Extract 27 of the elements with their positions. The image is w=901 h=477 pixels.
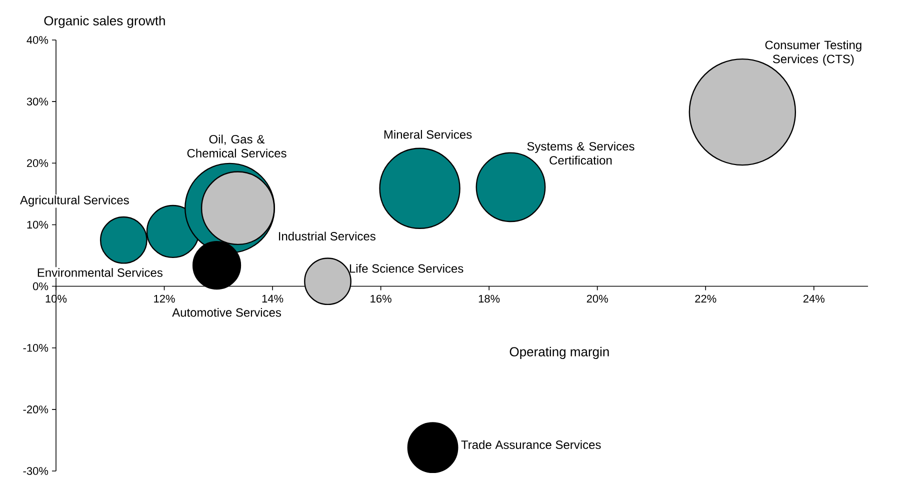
series-label: Consumer Testing Services (CTS) [765,40,862,66]
y-tick-label: 40% [26,36,48,44]
x-tick-label: 16% [370,294,392,303]
x-tick-label: 18% [478,294,500,303]
x-axis-title: Operating margin [510,346,609,359]
y-tick-label: -20% [23,406,48,414]
y-tick-label: -30% [23,467,48,475]
series-label: Oil, Gas & Chemical Services [187,134,286,158]
series-label: Mineral Services [384,130,472,139]
y-tick-label: -10% [23,344,48,352]
y-tick-label: 10% [27,220,48,229]
text: Automotive Services [172,308,282,317]
legend-label: Trade Assurance Services [461,440,601,449]
x-tick-label: 14% [262,294,284,303]
series-label: Systems & Services Certification [527,142,634,165]
x-tick-label: 24% [803,294,824,303]
y-axis-title: Organic sales growth [44,16,165,28]
series-label: Environmental Services [38,268,162,277]
y-tick-label: 20% [27,159,48,168]
series-label: Industrial Services [278,232,376,240]
x-tick-label: 22% [695,294,716,303]
y-tick-label: 30% [26,98,48,106]
y-tick-label: 0% [32,282,48,290]
x-tick-label: 20% [586,294,608,303]
x-tick-label: 12% [154,294,175,303]
series-label: Agricultural Services [20,196,129,207]
series-label: Life Science Services [350,264,464,273]
